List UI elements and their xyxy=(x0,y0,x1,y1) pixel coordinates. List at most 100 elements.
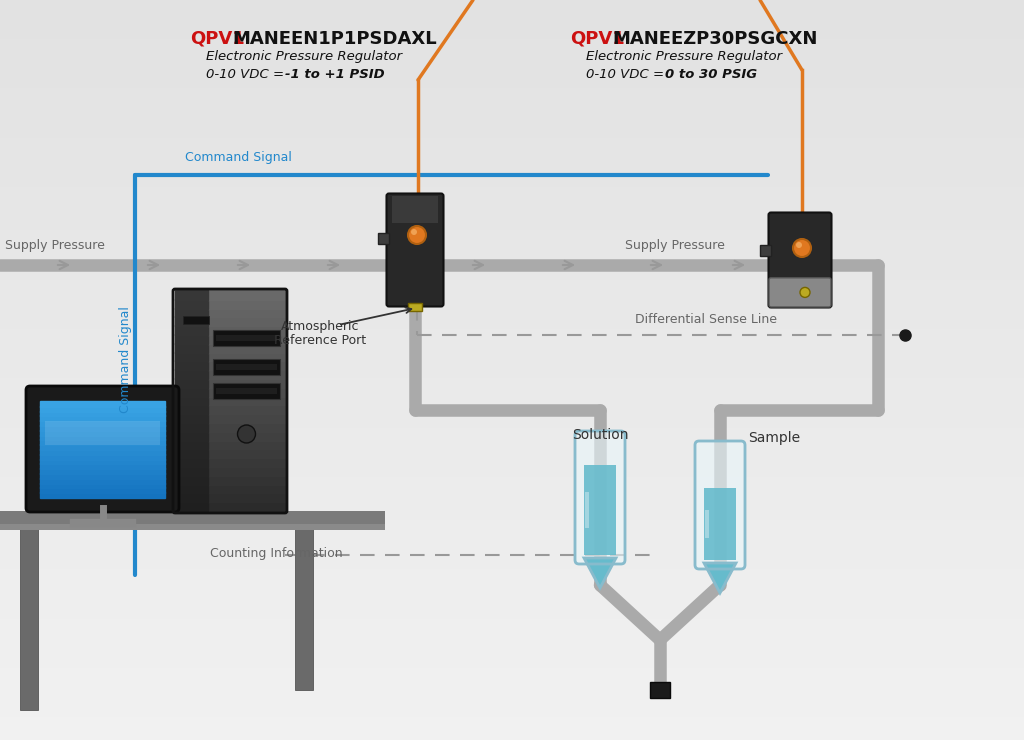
Bar xyxy=(0,363,1024,370)
Bar xyxy=(40,444,165,450)
Bar xyxy=(0,36,1024,43)
Bar xyxy=(0,122,1024,130)
Bar xyxy=(760,245,771,256)
Bar xyxy=(175,369,208,379)
Bar xyxy=(175,457,208,467)
Bar xyxy=(0,246,1024,253)
Bar xyxy=(0,61,1024,68)
Bar xyxy=(0,585,1024,592)
Bar xyxy=(0,616,1024,623)
Bar xyxy=(175,378,208,388)
FancyBboxPatch shape xyxy=(575,431,625,564)
Bar xyxy=(0,240,1024,246)
Bar xyxy=(0,92,1024,98)
Bar xyxy=(0,523,1024,531)
Bar xyxy=(208,475,285,485)
Bar xyxy=(175,492,208,502)
Text: Reference Port: Reference Port xyxy=(274,334,366,347)
Bar xyxy=(40,492,165,498)
Bar xyxy=(0,314,1024,320)
Bar xyxy=(0,443,1024,450)
Bar xyxy=(0,209,1024,216)
Bar xyxy=(0,684,1024,690)
Bar xyxy=(0,264,1024,272)
Bar xyxy=(0,301,1024,309)
Bar xyxy=(0,511,385,525)
Bar xyxy=(45,421,160,445)
Bar xyxy=(175,308,208,317)
Bar xyxy=(0,548,1024,555)
Bar xyxy=(213,383,280,399)
Bar xyxy=(0,258,1024,265)
Bar xyxy=(208,484,285,494)
Bar xyxy=(208,360,285,370)
Bar xyxy=(705,510,709,539)
Bar xyxy=(208,343,285,352)
Bar xyxy=(0,622,1024,629)
Bar xyxy=(0,640,1024,648)
Bar xyxy=(0,233,1024,240)
Bar xyxy=(175,325,208,335)
Bar xyxy=(208,413,285,423)
Bar xyxy=(208,440,285,449)
Bar xyxy=(650,682,670,698)
Bar xyxy=(20,525,38,710)
Bar xyxy=(0,30,1024,37)
Bar xyxy=(0,492,1024,500)
Bar xyxy=(0,394,1024,401)
Bar xyxy=(175,404,208,414)
Bar xyxy=(378,233,389,244)
Bar xyxy=(0,270,1024,278)
Bar xyxy=(0,591,1024,598)
Bar xyxy=(0,104,1024,111)
Polygon shape xyxy=(705,563,736,593)
Bar xyxy=(0,289,1024,296)
Bar xyxy=(0,283,1024,290)
Text: Command Signal: Command Signal xyxy=(185,151,292,164)
Bar xyxy=(0,351,1024,357)
Bar xyxy=(585,492,589,528)
Bar xyxy=(208,422,285,432)
Text: QPV1: QPV1 xyxy=(570,30,625,48)
Bar xyxy=(0,215,1024,222)
Bar xyxy=(175,501,208,511)
FancyBboxPatch shape xyxy=(768,212,831,308)
Bar xyxy=(0,566,1024,574)
Bar xyxy=(0,560,1024,568)
Bar xyxy=(0,153,1024,161)
Bar xyxy=(0,98,1024,105)
Bar xyxy=(0,653,1024,660)
Bar xyxy=(0,696,1024,703)
Bar xyxy=(0,480,1024,487)
Bar xyxy=(175,360,208,370)
Text: Sample: Sample xyxy=(748,431,800,445)
Bar xyxy=(175,484,208,494)
Bar xyxy=(216,335,278,341)
FancyBboxPatch shape xyxy=(26,386,179,512)
Bar xyxy=(0,462,1024,468)
Bar xyxy=(40,468,165,474)
Bar xyxy=(0,499,1024,505)
Bar xyxy=(40,406,165,411)
Bar xyxy=(0,628,1024,635)
Text: Counting Information: Counting Information xyxy=(210,547,343,560)
Bar xyxy=(408,303,422,311)
Bar xyxy=(0,338,1024,346)
Polygon shape xyxy=(584,558,616,588)
Bar xyxy=(0,449,1024,457)
Bar xyxy=(208,431,285,440)
Bar xyxy=(208,308,285,317)
Bar xyxy=(0,159,1024,166)
Text: Electronic Pressure Regulator: Electronic Pressure Regulator xyxy=(206,50,402,63)
Bar xyxy=(208,396,285,406)
Bar xyxy=(0,375,1024,383)
Bar xyxy=(0,344,1024,352)
Bar xyxy=(0,524,385,530)
Bar xyxy=(0,610,1024,616)
Bar xyxy=(0,400,1024,407)
Bar xyxy=(208,378,285,388)
Bar xyxy=(0,634,1024,642)
Bar xyxy=(40,401,165,407)
Bar xyxy=(175,290,208,300)
Bar xyxy=(213,330,280,346)
